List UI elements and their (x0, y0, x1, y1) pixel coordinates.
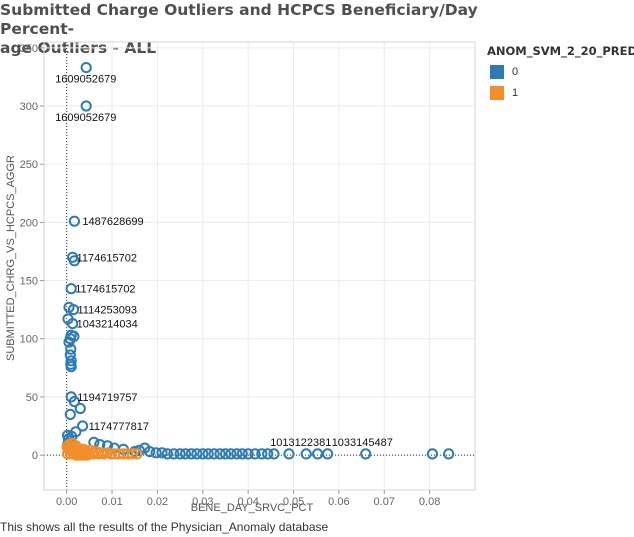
data-point[interactable] (70, 440, 82, 452)
x-tick-label: 0.06 (328, 496, 349, 508)
data-point[interactable] (80, 100, 92, 112)
point-annotation: 1487628699 (82, 216, 143, 228)
data-point[interactable] (67, 318, 79, 330)
data-point[interactable] (249, 448, 261, 460)
legend: ANOM_SVM_2_20_PRED 0 1 (487, 44, 634, 100)
data-point[interactable] (150, 447, 162, 459)
y-tick-label: 350 (20, 43, 38, 55)
data-point[interactable] (360, 448, 372, 460)
data-point[interactable] (283, 448, 295, 460)
scatter-chart: 0.00 0.01 0.02 0.03 0.04 0.05 0.06 0.07 0.08 0 50 1… (5, 41, 476, 514)
data-point[interactable] (77, 420, 89, 432)
y-tick-label: 0 (32, 450, 38, 462)
data-point[interactable] (63, 336, 75, 348)
chart-title-line-1: Submitted Charge Outliers and HCPCS Bene… (0, 1, 478, 38)
point-annotation: 1609052679 (55, 74, 116, 86)
x-tick-label: 0.02 (147, 496, 168, 508)
data-point[interactable] (179, 448, 192, 460)
point-annotation: 1033145487 (332, 437, 393, 449)
legend-title: ANOM_SVM_2_20_PRED (487, 44, 634, 58)
data-point[interactable] (68, 396, 81, 408)
chart-axes (40, 41, 476, 494)
data-point[interactable] (214, 448, 226, 460)
point-annotation: 1609052679 (55, 112, 116, 124)
data-point[interactable] (300, 448, 312, 460)
chart-title: Submitted Charge Outliers and HCPCS Bene… (0, 1, 480, 58)
data-point[interactable] (64, 408, 76, 420)
y-tick-label: 150 (20, 276, 38, 288)
y-tick-label: 100 (20, 334, 38, 346)
data-point[interactable] (191, 448, 203, 460)
x-tick-label: 0.07 (374, 496, 395, 508)
data-point[interactable] (156, 447, 168, 459)
x-tick-label: 0.05 (283, 496, 304, 508)
data-point[interactable] (105, 448, 117, 460)
legend-item-0[interactable]: 0 (487, 65, 634, 79)
data-point[interactable] (65, 283, 77, 295)
data-point[interactable] (126, 448, 139, 460)
plot-area (43, 41, 476, 491)
y-tick-label: 250 (20, 159, 38, 171)
data-point[interactable] (236, 448, 248, 460)
data-point[interactable] (208, 448, 220, 460)
y-axis-title: SUBMITTED_CHRG_VS_HCPCS_AGGR (5, 155, 17, 361)
footer-caption: This shows all the results of the Physic… (0, 520, 329, 534)
point-annotation: 1194719757 (77, 392, 137, 404)
data-point[interactable] (231, 448, 243, 460)
x-tick-label: 0.04 (237, 496, 258, 508)
data-point[interactable] (443, 448, 455, 460)
data-point[interactable] (242, 448, 254, 460)
legend-swatch-0 (490, 65, 504, 79)
y-tick-label: 50 (26, 392, 38, 404)
data-point[interactable] (185, 448, 197, 460)
data-point[interactable] (312, 448, 324, 460)
point-annotation: 1174615702 (77, 252, 137, 264)
data-point[interactable] (68, 215, 81, 227)
tick-labels: 0.00 0.01 0.02 0.03 0.04 0.05 0.06 0.07 0.08 0 50 1… (20, 43, 441, 508)
data-point[interactable] (262, 448, 274, 460)
y-tick-label: 300 (20, 101, 38, 113)
data-point[interactable] (256, 448, 268, 460)
data-point[interactable] (161, 448, 173, 460)
data-point[interactable] (197, 448, 209, 460)
data-point[interactable] (202, 448, 214, 460)
data-point[interactable] (144, 446, 156, 458)
x-tick-label: 0.08 (419, 496, 440, 508)
legend-swatch-1 (490, 86, 504, 100)
data-point[interactable] (80, 62, 92, 74)
data-point[interactable] (129, 446, 141, 458)
data-point[interactable] (67, 304, 80, 316)
point-annotation: 1013122381 (270, 437, 331, 449)
data-point[interactable] (65, 361, 77, 373)
data-points (61, 62, 455, 461)
data-point[interactable] (68, 255, 81, 267)
legend-label-1: 1 (512, 87, 519, 99)
series-1 (61, 437, 143, 461)
point-annotation: 1114253093 (78, 305, 138, 317)
data-point[interactable] (268, 448, 280, 460)
data-point[interactable] (322, 448, 334, 460)
point-annotations: 1609052679 1609052679 1487628699 1174615702… (55, 74, 393, 449)
data-point[interactable] (426, 448, 438, 460)
legend-item-1[interactable]: 1 (487, 86, 634, 100)
point-annotation: 1043214034 (77, 319, 138, 331)
x-tick-label: 0.03 (192, 496, 213, 508)
x-axis-title: BENE_DAY_SRVC_PCT (191, 502, 314, 514)
data-point[interactable] (65, 343, 77, 355)
legend-label-0: 0 (512, 66, 519, 78)
data-point[interactable] (225, 448, 237, 460)
data-point[interactable] (174, 448, 186, 460)
chart-grid (44, 42, 475, 490)
point-annotation: 1174615702 (75, 284, 135, 296)
data-point[interactable] (74, 402, 86, 415)
data-point[interactable] (168, 448, 180, 460)
data-point[interactable] (219, 448, 232, 460)
data-point[interactable] (78, 449, 91, 461)
point-annotation: 1174777817 (89, 421, 149, 433)
data-point[interactable] (82, 449, 94, 461)
y-tick-label: 200 (20, 217, 38, 229)
x-tick-label: 0.01 (101, 496, 122, 508)
x-tick-label: 0.00 (56, 496, 77, 508)
data-point[interactable] (131, 448, 143, 460)
